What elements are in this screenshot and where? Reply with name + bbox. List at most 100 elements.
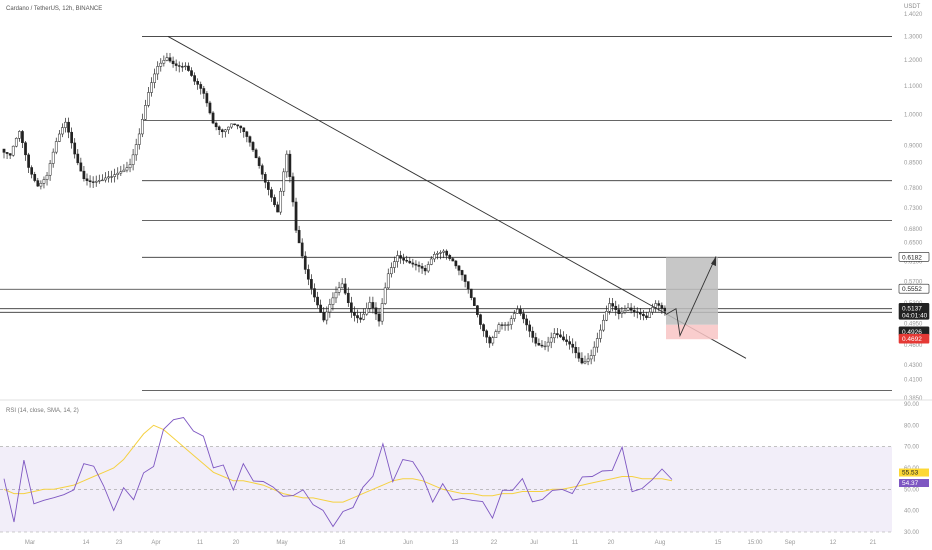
candle-body: [586, 358, 590, 362]
time-tick-label: Aug: [655, 540, 666, 546]
trendline: [167, 36, 747, 359]
candle-body: [522, 313, 525, 320]
time-tick-label: 21: [870, 540, 877, 546]
rsi-line: [3, 416, 673, 528]
candle-body: [303, 255, 307, 270]
candle-body: [131, 154, 135, 165]
candle-body: [177, 65, 181, 67]
candle-body: [223, 129, 227, 133]
candle-body: [599, 329, 602, 339]
candle-body: [101, 179, 104, 182]
candle-body: [294, 201, 298, 231]
price-tick-label: 0.6800: [904, 227, 923, 233]
countdown-label: 04:01:40: [902, 312, 928, 319]
candle-body: [196, 81, 200, 85]
candle-body: [85, 178, 89, 181]
candle-body: [82, 170, 86, 180]
price-badge: [898, 283, 930, 294]
candle-body: [306, 269, 310, 280]
candle-body: [165, 57, 169, 61]
candle-body: [36, 180, 40, 187]
drawings: [167, 36, 747, 359]
candle-body: [257, 157, 261, 166]
price-tick-label: 0.6500: [904, 240, 923, 246]
candle-body: [500, 324, 504, 326]
candle-body: [104, 177, 107, 181]
candle-body: [620, 311, 624, 314]
candle-body: [153, 73, 156, 83]
candle-body: [549, 337, 553, 343]
candle-body: [463, 274, 467, 282]
projection-path: [665, 256, 717, 338]
candle-body: [602, 319, 605, 331]
candle-body: [654, 303, 658, 308]
candle-body: [386, 273, 390, 289]
price-tick-label: 0.4100: [904, 377, 923, 383]
candle-body: [531, 330, 535, 338]
candle-body: [346, 292, 350, 304]
candle-body: [227, 126, 230, 131]
candle-body: [39, 183, 43, 187]
candle-body: [497, 324, 501, 332]
candle-body: [577, 352, 581, 359]
candle-body: [140, 119, 144, 135]
candle-body: [70, 131, 73, 144]
time-tick-label: 12: [830, 540, 837, 546]
time-tick-label: 11: [572, 540, 579, 546]
candle-body: [91, 181, 95, 183]
candle-body: [61, 127, 64, 135]
candle-body: [316, 296, 319, 306]
candle-body: [144, 105, 147, 120]
candle-body: [623, 310, 627, 313]
candle-body: [156, 66, 160, 75]
time-tick-label: 20: [233, 540, 240, 546]
candle-body: [559, 334, 562, 338]
price-tick-label: 1.4020: [904, 12, 923, 18]
candle-body: [589, 355, 593, 360]
candle-body: [466, 281, 470, 290]
candle-body: [184, 65, 187, 68]
candle-body: [488, 336, 492, 344]
candle-body: [635, 311, 639, 313]
price-tick-label: 0.4950: [904, 321, 923, 327]
time-tick-label: Jul: [530, 540, 538, 546]
price-badge-label: 0.4926: [902, 329, 922, 336]
price-tick-label: 0.7800: [904, 186, 923, 192]
candle-body: [420, 266, 424, 269]
candle-body: [214, 122, 218, 128]
price-badge: [898, 303, 930, 320]
price-badge-label: 0.5552: [902, 286, 922, 293]
price-tick-label: 0.7300: [904, 206, 923, 212]
candle-body: [494, 331, 498, 338]
price-axis-unit: USDT: [904, 4, 921, 10]
time-tick-label: 20: [608, 540, 615, 546]
candle-body: [202, 88, 206, 94]
rsi-ma-value-label: 55.53: [902, 470, 919, 477]
candle-body: [97, 180, 101, 182]
candle-body: [482, 324, 485, 332]
candle-body: [371, 302, 375, 309]
candle-body: [402, 258, 405, 261]
price-badge: [898, 251, 930, 262]
candle-body: [48, 163, 52, 176]
candle-body: [592, 346, 596, 356]
candle-body: [614, 305, 618, 310]
candle-body: [18, 131, 21, 139]
price-badge: [898, 333, 930, 344]
price-tick-label: 0.3850: [904, 396, 923, 402]
candle-body: [414, 263, 418, 266]
candle-body: [282, 171, 286, 192]
candle-body: [663, 307, 667, 312]
candle-body: [460, 270, 464, 276]
candle-body: [147, 92, 150, 106]
candle-body: [199, 84, 203, 89]
candle-body: [595, 338, 599, 348]
candle-body: [528, 324, 532, 332]
candle-body: [469, 288, 473, 298]
rsi-tick-label: 70.00: [904, 445, 920, 451]
time-tick-label: Mar: [25, 540, 35, 546]
candle-body: [242, 127, 246, 132]
candle-body: [94, 180, 98, 183]
